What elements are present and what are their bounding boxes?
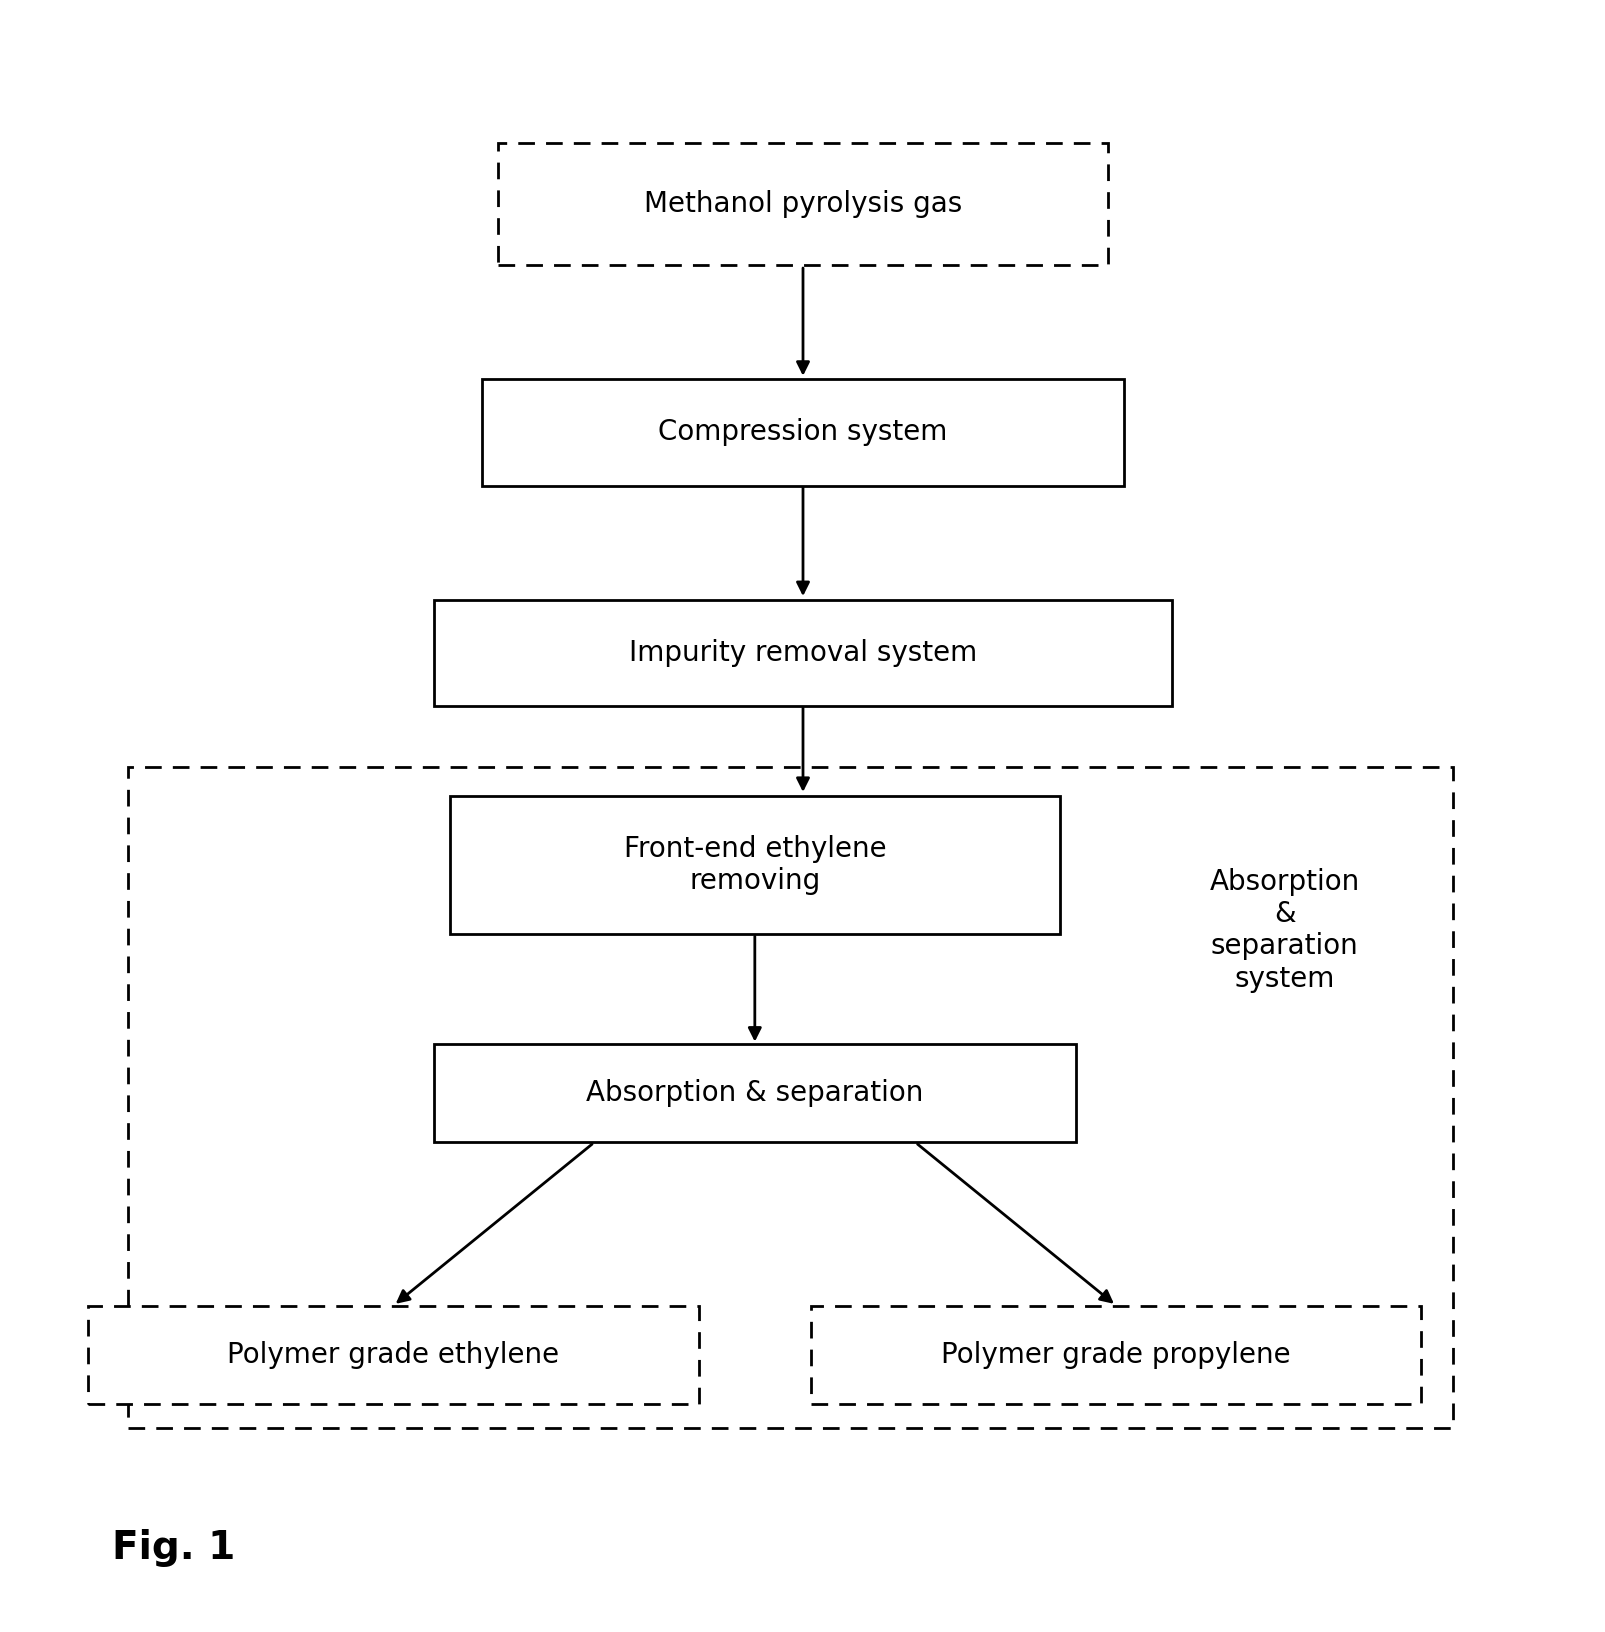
Bar [433, 601, 1172, 705]
Text: Polymer grade ethylene: Polymer grade ethylene [228, 1340, 559, 1369]
Text: Front-end ethylene
removing: Front-end ethylene removing [623, 834, 886, 896]
Text: Absorption
&
separation
system: Absorption & separation system [1209, 868, 1359, 992]
Bar [482, 379, 1124, 486]
Bar [128, 767, 1453, 1428]
Bar [449, 796, 1059, 934]
Bar [498, 144, 1107, 266]
Text: Compression system: Compression system [658, 418, 947, 447]
Text: Methanol pyrolysis gas: Methanol pyrolysis gas [644, 189, 961, 219]
Text: Polymer grade propylene: Polymer grade propylene [941, 1340, 1290, 1369]
Text: Fig. 1: Fig. 1 [112, 1529, 236, 1567]
Bar [811, 1306, 1420, 1404]
Text: Impurity removal system: Impurity removal system [629, 638, 976, 667]
Text: Absorption & separation: Absorption & separation [586, 1079, 923, 1108]
Bar [88, 1306, 698, 1404]
Bar [433, 1044, 1075, 1142]
